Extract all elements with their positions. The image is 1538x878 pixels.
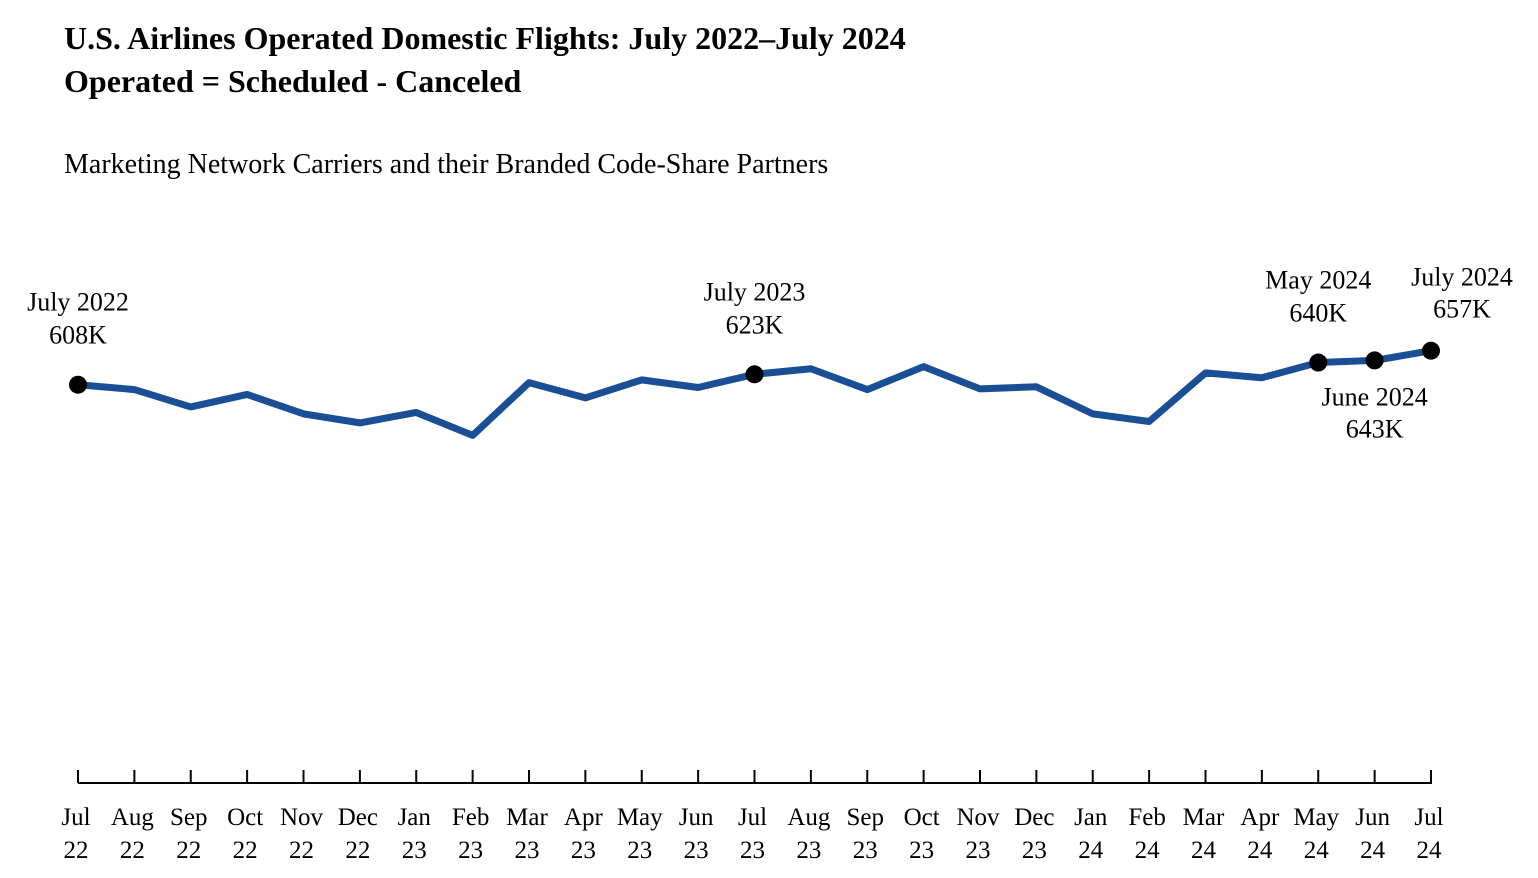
chart-subtitle: Marketing Network Carriers and their Bra… bbox=[64, 149, 828, 180]
point-marker bbox=[69, 375, 87, 394]
point-label: May 2024 bbox=[1265, 266, 1371, 295]
x-tick-label-line: Mar bbox=[506, 804, 548, 831]
x-tick-label-line: 23 bbox=[966, 837, 991, 864]
x-tick-label: Dec 22 bbox=[338, 804, 378, 864]
point-label: July 2023 bbox=[704, 277, 806, 306]
x-tick-label-line: 24 bbox=[1304, 837, 1330, 864]
x-tick-label-line: 22 bbox=[120, 837, 145, 864]
x-tick-label-line: 24 bbox=[1417, 837, 1443, 864]
x-tick-label: Jul 22 bbox=[61, 804, 90, 864]
x-tick-label-line: Apr bbox=[1240, 804, 1280, 831]
x-tick-label: Aug 22 bbox=[111, 804, 155, 864]
x-tick-label: Apr 23 bbox=[564, 804, 604, 864]
x-tick-label-line: Dec bbox=[1014, 804, 1054, 831]
x-tick-label-line: Mar bbox=[1183, 804, 1225, 831]
x-tick-label-line: 23 bbox=[796, 837, 821, 864]
x-tick-label: Jul 23 bbox=[738, 804, 767, 864]
x-tick-label-line: Dec bbox=[338, 804, 378, 831]
point-label: July 2024 bbox=[1411, 263, 1513, 292]
x-tick-label-line: 22 bbox=[64, 837, 89, 864]
x-tick-label: Sep 23 bbox=[847, 804, 885, 864]
x-tick-label-line: 24 bbox=[1078, 837, 1104, 864]
x-tick-label-line: 22 bbox=[289, 837, 314, 864]
x-tick-label-line: 23 bbox=[515, 837, 540, 864]
x-tick-label: Aug 23 bbox=[787, 804, 831, 864]
x-tick-label-line: 23 bbox=[684, 837, 709, 864]
x-tick-label: Jul 24 bbox=[1414, 804, 1443, 864]
x-tick-label: Oct 23 bbox=[904, 804, 940, 864]
x-tick-label: Nov 23 bbox=[956, 804, 1000, 864]
x-tick-label-line: 23 bbox=[909, 837, 934, 864]
chart-title: U.S. Airlines Operated Domestic Flights:… bbox=[64, 20, 906, 56]
point-marker bbox=[1365, 351, 1384, 370]
x-tick-label-line: Feb bbox=[1128, 804, 1166, 831]
x-tick-label: Mar 24 bbox=[1183, 804, 1225, 864]
x-tick-label-line: May bbox=[1293, 804, 1339, 831]
x-tick-label-line: Feb bbox=[452, 804, 490, 831]
x-tick-label-line: Jan bbox=[1074, 804, 1108, 831]
x-tick-label-line: Aug bbox=[787, 804, 831, 831]
x-tick-label: Jun 24 bbox=[1355, 804, 1390, 864]
x-tick-label: Mar 23 bbox=[506, 804, 548, 864]
point-label: July 2022 bbox=[27, 288, 129, 317]
x-tick-label: Jan 24 bbox=[1074, 804, 1108, 864]
x-tick-label: Jan 23 bbox=[398, 804, 432, 864]
x-tick-label-line: 23 bbox=[740, 837, 765, 864]
point-marker bbox=[1422, 341, 1440, 360]
x-tick-label-line: 23 bbox=[571, 837, 596, 864]
x-tick-label: Feb 24 bbox=[1128, 804, 1166, 864]
x-tick-label: Apr 24 bbox=[1240, 804, 1280, 864]
x-tick-label-line: 22 bbox=[345, 837, 370, 864]
value-label: 608K bbox=[49, 321, 107, 350]
x-tick-label: Feb 23 bbox=[452, 804, 490, 864]
x-tick-label-line: 24 bbox=[1135, 837, 1161, 864]
x-tick-label-line: May bbox=[617, 804, 663, 831]
x-tick-label-line: 22 bbox=[233, 837, 258, 864]
value-label: 623K bbox=[726, 310, 784, 339]
x-tick-label-line: 24 bbox=[1247, 837, 1273, 864]
x-tick-label-line: 22 bbox=[176, 837, 201, 864]
x-tick-label-line: 24 bbox=[1360, 837, 1386, 864]
x-tick-label: Oct 22 bbox=[227, 804, 263, 864]
x-tick-label-line: Jul bbox=[61, 804, 90, 831]
x-tick-label-line: Nov bbox=[956, 804, 1000, 831]
point-label: June 2024 bbox=[1322, 382, 1428, 411]
x-tick-label: Sep 22 bbox=[170, 804, 208, 864]
x-tick-label-line: Jun bbox=[1355, 804, 1390, 831]
chart-title-line2: Operated = Scheduled - Canceled bbox=[64, 63, 522, 99]
x-tick-label-line: 24 bbox=[1191, 837, 1217, 864]
x-tick-label-line: Jul bbox=[1414, 804, 1443, 831]
x-tick-label: May 23 bbox=[617, 804, 663, 864]
value-label: 640K bbox=[1289, 299, 1347, 328]
x-tick-label-line: Nov bbox=[280, 804, 324, 831]
x-tick-label-line: 23 bbox=[402, 837, 427, 864]
line bbox=[77, 347, 1432, 439]
x-tick-label: May 24 bbox=[1293, 804, 1339, 864]
x-tick-label-line: Jul bbox=[738, 804, 767, 831]
x-tick-label-line: Apr bbox=[564, 804, 604, 831]
value-label: 643K bbox=[1346, 414, 1404, 443]
x-tick-label: Jun 23 bbox=[679, 804, 714, 864]
x-tick-label-line: Sep bbox=[847, 804, 885, 831]
point-marker bbox=[1309, 353, 1328, 372]
x-tick-label-line: 23 bbox=[1022, 837, 1047, 864]
x-tick-label-line: Oct bbox=[904, 804, 940, 831]
point-marker bbox=[745, 365, 764, 384]
x-tick-label-line: Jan bbox=[398, 804, 432, 831]
value-label: 657K bbox=[1433, 295, 1491, 324]
x-tick-label: Nov 22 bbox=[280, 804, 324, 864]
x-tick-label: Dec 23 bbox=[1014, 804, 1054, 864]
x-tick-label-line: Aug bbox=[111, 804, 155, 831]
x-tick-label-line: 23 bbox=[853, 837, 878, 864]
x-tick-label-line: 23 bbox=[627, 837, 652, 864]
x-tick-label-line: Oct bbox=[227, 804, 263, 831]
x-tick-label-line: Sep bbox=[170, 804, 208, 831]
x-tick-label-line: 23 bbox=[458, 837, 483, 864]
x-tick-label-line: Jun bbox=[679, 804, 714, 831]
